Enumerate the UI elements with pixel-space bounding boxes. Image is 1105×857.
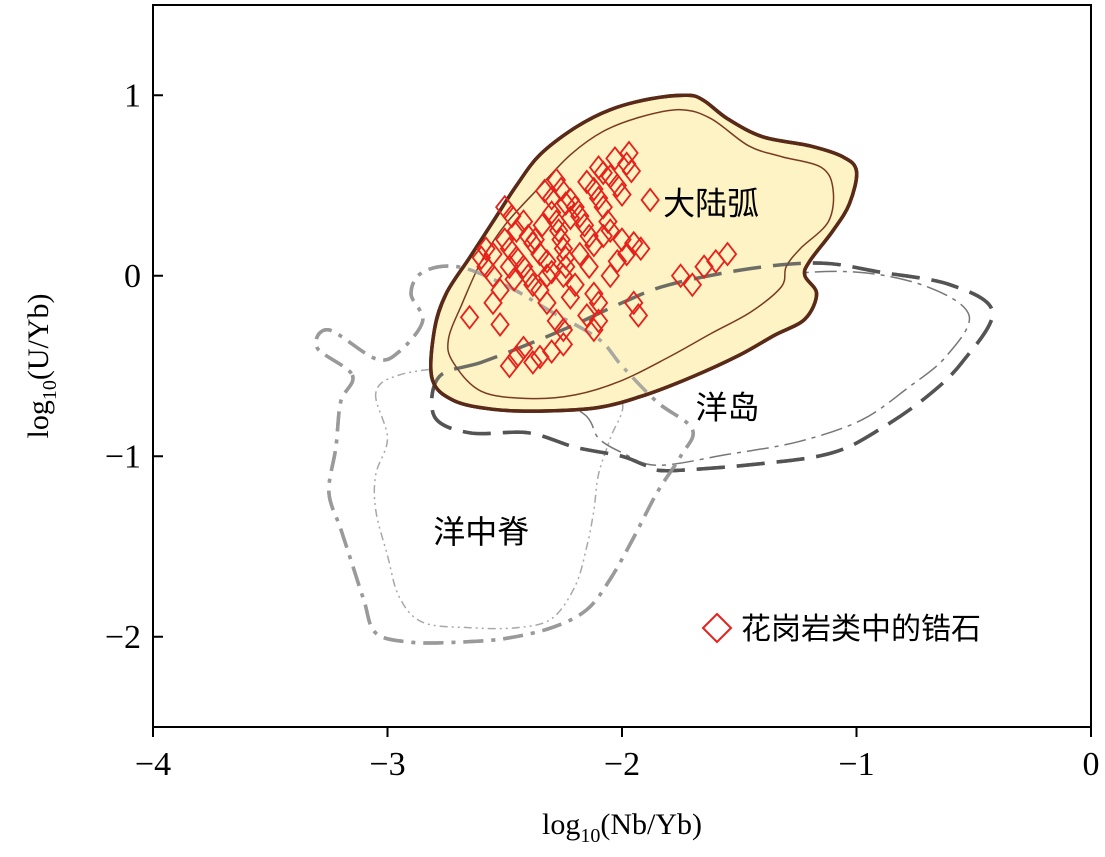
legend-diamond-marker bbox=[701, 612, 733, 644]
data-point bbox=[565, 194, 585, 220]
y-axis-label: log10(U/Yb) bbox=[22, 294, 61, 439]
data-point bbox=[598, 209, 618, 235]
data-point bbox=[579, 254, 599, 280]
legend: 花岗岩类中的锆石 bbox=[701, 612, 981, 647]
data-point bbox=[588, 185, 609, 211]
data-point bbox=[513, 209, 534, 235]
ocean-island-label: 洋岛 bbox=[696, 388, 760, 426]
data-point bbox=[530, 344, 550, 370]
data-point bbox=[624, 290, 644, 316]
data-point bbox=[565, 272, 585, 298]
data-point bbox=[490, 312, 510, 337]
mid-ocean-ridge-label: 洋中脊 bbox=[433, 513, 529, 551]
points-layer bbox=[459, 140, 738, 379]
y-tick-label: −1 bbox=[105, 438, 141, 475]
y-tick-label: 0 bbox=[124, 258, 141, 295]
data-point bbox=[593, 160, 613, 186]
continental-arc-label: 大陆弧 bbox=[663, 184, 759, 222]
data-point bbox=[548, 218, 569, 244]
data-point bbox=[584, 176, 604, 202]
data-point bbox=[579, 223, 599, 249]
data-point bbox=[670, 263, 691, 289]
x-axis: −4 −3 −2 −1 0 bbox=[135, 727, 1100, 783]
data-point bbox=[553, 263, 574, 289]
data-point bbox=[537, 263, 557, 289]
x-axis-label: log10(Nb/Yb) bbox=[542, 808, 702, 847]
data-point bbox=[537, 290, 557, 316]
x-tick-label: −4 bbox=[135, 746, 171, 783]
y-axis: −2 −1 0 1 bbox=[105, 77, 163, 656]
data-point bbox=[588, 308, 609, 334]
data-point bbox=[593, 223, 613, 249]
legend-label: 花岗岩类中的锆石 bbox=[741, 612, 981, 647]
regions-layer bbox=[314, 93, 995, 645]
x-tick-label: 0 bbox=[1083, 746, 1100, 783]
data-point bbox=[682, 272, 703, 298]
data-point bbox=[570, 241, 590, 267]
data-point bbox=[551, 227, 571, 253]
data-point bbox=[495, 227, 515, 253]
data-point bbox=[499, 353, 520, 379]
data-point bbox=[483, 290, 503, 316]
data-point bbox=[506, 344, 527, 370]
ocean-island-outer-contour-overlay bbox=[429, 261, 995, 473]
data-point bbox=[483, 241, 503, 267]
ocean-island-inner-contour bbox=[550, 270, 971, 467]
data-point bbox=[471, 245, 492, 271]
data-point bbox=[513, 254, 534, 280]
data-point bbox=[612, 227, 632, 253]
data-point bbox=[600, 263, 620, 289]
data-point bbox=[619, 140, 639, 166]
data-point bbox=[694, 254, 714, 280]
continental-arc-outer-contour-top bbox=[429, 93, 859, 413]
data-point bbox=[476, 236, 496, 262]
continental-arc-inner-contour bbox=[447, 108, 835, 400]
data-point bbox=[593, 194, 613, 220]
data-point bbox=[574, 212, 595, 238]
data-point bbox=[537, 248, 557, 274]
data-point bbox=[532, 212, 552, 238]
data-point bbox=[640, 187, 660, 213]
data-point bbox=[577, 169, 597, 195]
x-tick-label: −2 bbox=[604, 746, 640, 783]
data-point bbox=[534, 178, 555, 204]
data-point bbox=[523, 349, 543, 375]
data-point bbox=[502, 203, 522, 229]
data-point bbox=[612, 182, 632, 207]
data-point bbox=[555, 191, 576, 217]
data-point bbox=[560, 284, 581, 310]
y-tick-label: 1 bbox=[124, 77, 141, 114]
data-point bbox=[628, 302, 649, 328]
data-point bbox=[607, 173, 628, 198]
mid-ocean-ridge-outer-contour-overlay bbox=[314, 264, 695, 645]
data-point bbox=[555, 254, 576, 280]
data-point bbox=[584, 317, 604, 343]
data-point bbox=[499, 254, 520, 280]
data-point bbox=[631, 236, 651, 262]
data-point bbox=[553, 331, 574, 357]
data-point bbox=[513, 335, 534, 361]
data-point bbox=[584, 281, 604, 307]
data-point bbox=[459, 304, 480, 330]
x-tick-label: −3 bbox=[369, 746, 405, 783]
data-point bbox=[541, 200, 562, 226]
data-point bbox=[541, 185, 562, 211]
data-point bbox=[518, 263, 538, 289]
data-point bbox=[717, 241, 738, 267]
x-tick-label: −1 bbox=[838, 746, 874, 783]
data-point bbox=[546, 167, 567, 193]
data-point bbox=[588, 290, 609, 316]
data-point bbox=[621, 158, 642, 184]
y-tick-label: −2 bbox=[105, 619, 141, 656]
data-point bbox=[553, 317, 574, 343]
